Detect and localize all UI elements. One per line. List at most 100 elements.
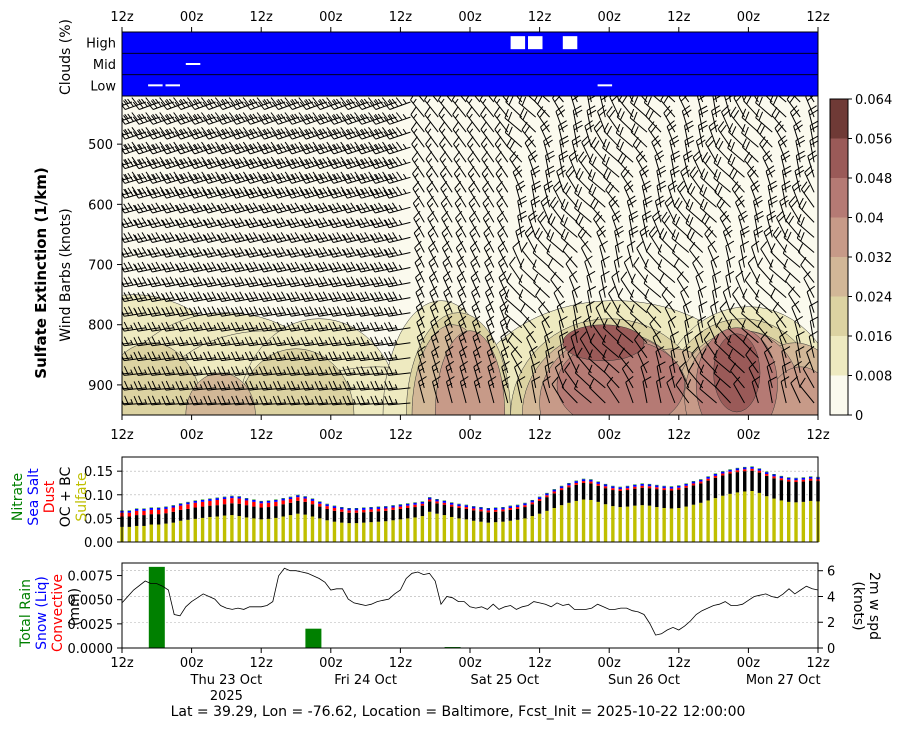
wind-barb	[299, 202, 328, 214]
wind-tick-label: 4	[827, 590, 835, 605]
aerosol-bar-sea_salt	[772, 474, 776, 477]
wind-barb	[504, 304, 523, 329]
wind-barb	[557, 96, 564, 103]
wind-barb	[798, 197, 815, 223]
aerosol-bar-dust	[222, 499, 227, 505]
wind-barb	[656, 180, 667, 208]
wind-barb	[616, 108, 634, 133]
wind-barb	[530, 195, 541, 223]
wind-barb	[642, 376, 652, 404]
time-tick-label: 12z	[389, 428, 413, 443]
wind-barb	[202, 306, 230, 317]
wind-barb	[147, 306, 174, 317]
wind-barb	[355, 232, 383, 243]
wind-barb	[314, 291, 341, 302]
aerosol-bar-dust	[266, 502, 271, 508]
wind-barb	[258, 291, 286, 302]
wind-barb	[132, 232, 160, 243]
wind-barb	[244, 156, 272, 170]
wind-barb	[586, 270, 596, 298]
aerosol-bar-sulfate	[530, 516, 534, 542]
aerosol-bar-sulfate	[545, 510, 549, 542]
wind-barb	[272, 156, 300, 170]
precip-legend-entry: Convective	[50, 574, 66, 652]
wind-barb	[602, 349, 620, 374]
aerosol-bar-oc_bc	[508, 509, 512, 521]
wind-barb	[341, 246, 369, 258]
aerosol-bar-oc_bc	[391, 509, 395, 521]
aerosol-bar-sea_salt	[523, 503, 527, 506]
wind-barb	[370, 395, 397, 406]
precip-y-label: (mm)	[67, 588, 83, 626]
wind-barb	[452, 121, 467, 148]
wind-barb	[674, 197, 690, 223]
wind-barb	[465, 96, 481, 118]
wind-barb	[651, 135, 662, 163]
wind-barb	[230, 306, 258, 317]
aerosol-bar-sea_salt	[808, 476, 813, 479]
wind-barb	[699, 379, 717, 404]
aerosol-bar-dust	[237, 498, 241, 504]
wind-barb	[327, 202, 355, 214]
wind-barb	[725, 270, 735, 298]
wind-barb	[384, 366, 411, 376]
wind-barb	[600, 255, 610, 283]
wind-barb	[667, 96, 676, 103]
wind-barb	[202, 127, 230, 140]
wind-barb	[755, 273, 773, 298]
aerosol-legend-entry: Dust	[42, 480, 58, 513]
aerosol-bar-sulfate	[471, 520, 476, 542]
wind-barb	[791, 180, 802, 208]
wind-barb	[300, 336, 327, 347]
wind-barb	[314, 380, 341, 391]
wind-barb	[453, 136, 467, 163]
colorbar-swatches	[830, 99, 848, 415]
wind-barb	[174, 156, 202, 170]
aerosol-bar-sea_salt	[559, 486, 564, 489]
aerosol-bar-sea_salt	[362, 508, 366, 510]
wind-barb	[727, 319, 745, 344]
aerosol-bar-dust	[449, 504, 454, 507]
cloud-row-separators	[122, 52, 818, 76]
wind-barb	[589, 333, 606, 359]
aerosol-bar-sulfate	[596, 501, 600, 542]
wind-barb	[410, 106, 425, 133]
wind-barb	[713, 364, 731, 389]
wind-barb	[647, 121, 662, 148]
wind-barb	[188, 202, 216, 214]
wind-barb	[793, 96, 801, 103]
aerosol-bar-sulfate	[178, 520, 183, 542]
wind-barb	[713, 349, 731, 374]
wind-barb	[188, 112, 216, 125]
aerosol-bar-dust	[581, 481, 586, 483]
wind-barb	[300, 395, 327, 406]
wind-barb	[439, 136, 453, 163]
wind-barb	[355, 291, 383, 302]
wind-barb	[562, 182, 578, 208]
wind-barb	[514, 361, 523, 389]
aerosol-bar-dust	[259, 503, 263, 508]
wind-barb	[174, 246, 202, 258]
aerosol-bar-dust	[508, 508, 512, 510]
aerosol-bar-oc_bc	[464, 508, 469, 520]
aerosol-bar-dust	[530, 502, 534, 505]
aerosol-bar-sulfate	[362, 522, 366, 542]
wind-barb	[518, 96, 537, 118]
wind-barb	[327, 232, 355, 243]
aerosol-bar-oc_bc	[354, 512, 359, 524]
wind-barb	[383, 97, 411, 110]
aerosol-bar-sulfate	[340, 522, 344, 542]
wind-barb	[300, 246, 328, 258]
wind-barb	[356, 321, 383, 332]
wind-barb	[686, 228, 704, 253]
wind-barb	[286, 351, 314, 362]
wind-barb	[691, 346, 704, 374]
wind-barb	[494, 136, 509, 163]
wind-barb	[383, 141, 411, 155]
wind-barb	[765, 96, 773, 103]
wind-barb	[652, 210, 662, 238]
wind-barb	[558, 150, 569, 178]
wind-barb	[731, 181, 745, 208]
aerosol-bar-dust	[647, 486, 652, 489]
wind-barb	[617, 152, 634, 178]
